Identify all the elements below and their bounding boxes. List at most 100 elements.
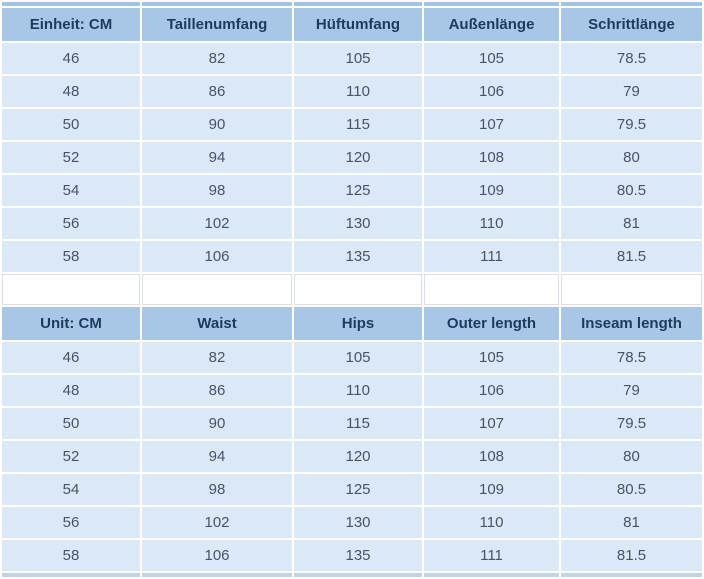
data-cell: 102 (142, 208, 292, 239)
data-cell: 54 (2, 175, 140, 206)
sliver-cell (2, 573, 140, 577)
header-cell-unit-en: Unit: CM (2, 307, 140, 340)
data-cell: 98 (142, 474, 292, 505)
sliver-cell (142, 573, 292, 577)
data-cell: 110 (294, 76, 422, 107)
size-row-50-de: 50 90 115 107 79.5 (2, 109, 702, 140)
size-row-58-en: 58 106 135 111 81.5 (2, 540, 702, 571)
data-cell: 107 (424, 109, 559, 140)
data-cell: 130 (294, 507, 422, 538)
data-cell: 106 (142, 540, 292, 571)
data-cell: 90 (142, 109, 292, 140)
data-cell: 94 (142, 142, 292, 173)
data-cell: 78.5 (561, 43, 702, 74)
empty-cell (561, 274, 702, 305)
data-cell: 120 (294, 142, 422, 173)
size-row-54-de: 54 98 125 109 80.5 (2, 175, 702, 206)
empty-cell (294, 274, 422, 305)
data-cell: 102 (142, 507, 292, 538)
size-row-50-en: 50 90 115 107 79.5 (2, 408, 702, 439)
data-cell: 48 (2, 375, 140, 406)
size-row-56-en: 56 102 130 110 81 (2, 507, 702, 538)
data-cell: 115 (294, 408, 422, 439)
header-cell-unit-de: Einheit: CM (2, 8, 140, 41)
data-cell: 108 (424, 142, 559, 173)
data-cell: 105 (294, 43, 422, 74)
data-cell: 109 (424, 175, 559, 206)
data-cell: 111 (424, 540, 559, 571)
data-cell: 79.5 (561, 109, 702, 140)
data-cell: 125 (294, 175, 422, 206)
sliver-cell (424, 573, 559, 577)
size-row-46-de: 46 82 105 105 78.5 (2, 43, 702, 74)
header-cell-inseam-length-de: Schrittlänge (561, 8, 702, 41)
empty-cell (424, 274, 559, 305)
size-row-56-de: 56 102 130 110 81 (2, 208, 702, 239)
data-cell: 106 (142, 241, 292, 272)
data-cell: 52 (2, 142, 140, 173)
data-cell: 80 (561, 441, 702, 472)
data-cell: 111 (424, 241, 559, 272)
size-row-48-de: 48 86 110 106 79 (2, 76, 702, 107)
data-cell: 130 (294, 208, 422, 239)
data-cell: 120 (294, 441, 422, 472)
sliver-cell (561, 573, 702, 577)
data-cell: 80.5 (561, 474, 702, 505)
data-cell: 50 (2, 408, 140, 439)
data-cell: 56 (2, 208, 140, 239)
separator-row (2, 274, 702, 305)
data-cell: 82 (142, 43, 292, 74)
data-cell: 79 (561, 76, 702, 107)
data-cell: 81.5 (561, 540, 702, 571)
sliver-cell (294, 2, 422, 6)
german-header-row: Einheit: CM Taillenumfang Hüftumfang Auß… (2, 8, 702, 41)
size-row-54-en: 54 98 125 109 80.5 (2, 474, 702, 505)
data-cell: 86 (142, 375, 292, 406)
data-cell: 109 (424, 474, 559, 505)
data-cell: 82 (142, 342, 292, 373)
size-row-52-en: 52 94 120 108 80 (2, 441, 702, 472)
data-cell: 80 (561, 142, 702, 173)
data-cell: 81 (561, 507, 702, 538)
data-cell: 48 (2, 76, 140, 107)
data-cell: 58 (2, 241, 140, 272)
data-cell: 80.5 (561, 175, 702, 206)
header-cell-waist-de: Taillenumfang (142, 8, 292, 41)
data-cell: 135 (294, 241, 422, 272)
sliver-cell (142, 2, 292, 6)
data-cell: 98 (142, 175, 292, 206)
data-cell: 107 (424, 408, 559, 439)
data-cell: 106 (424, 76, 559, 107)
data-cell: 46 (2, 342, 140, 373)
data-cell: 52 (2, 441, 140, 472)
size-row-46-en: 46 82 105 105 78.5 (2, 342, 702, 373)
size-row-48-en: 48 86 110 106 79 (2, 375, 702, 406)
data-cell: 125 (294, 474, 422, 505)
data-cell: 50 (2, 109, 140, 140)
data-cell: 110 (424, 507, 559, 538)
cropped-row-sliver-top (2, 2, 702, 6)
size-row-52-de: 52 94 120 108 80 (2, 142, 702, 173)
data-cell: 58 (2, 540, 140, 571)
sliver-cell (294, 573, 422, 577)
data-cell: 106 (424, 375, 559, 406)
data-cell: 105 (424, 342, 559, 373)
data-cell: 110 (424, 208, 559, 239)
data-cell: 105 (294, 342, 422, 373)
sliver-cell (561, 2, 702, 6)
sliver-cell (2, 2, 140, 6)
data-cell: 105 (424, 43, 559, 74)
data-cell: 54 (2, 474, 140, 505)
header-cell-inseam-length-en: Inseam length (561, 307, 702, 340)
size-row-58-de: 58 106 135 111 81.5 (2, 241, 702, 272)
data-cell: 79.5 (561, 408, 702, 439)
data-cell: 46 (2, 43, 140, 74)
data-cell: 78.5 (561, 342, 702, 373)
header-cell-outer-length-de: Außenlänge (424, 8, 559, 41)
data-cell: 94 (142, 441, 292, 472)
empty-cell (142, 274, 292, 305)
header-cell-waist-en: Waist (142, 307, 292, 340)
header-cell-hips-de: Hüftumfang (294, 8, 422, 41)
header-cell-outer-length-en: Outer length (424, 307, 559, 340)
